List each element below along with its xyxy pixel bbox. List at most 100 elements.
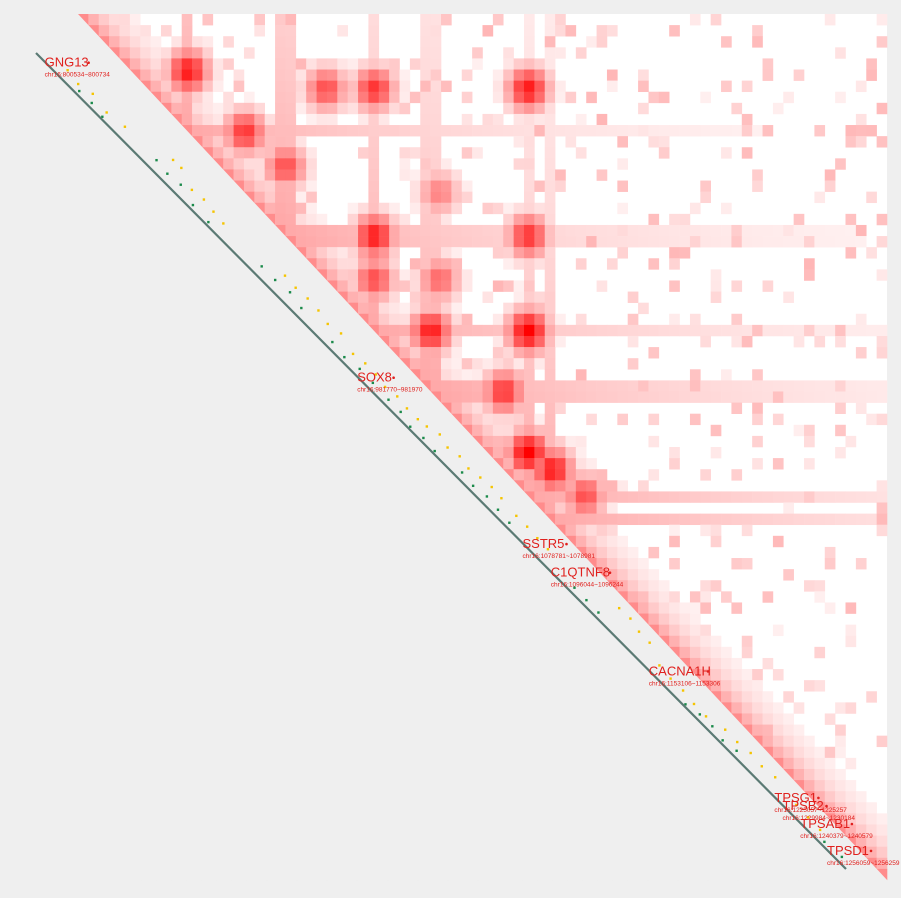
heatmap-cell (492, 125, 504, 137)
heatmap-cell (596, 380, 608, 392)
green-track-mark (840, 855, 844, 859)
heatmap-cell (669, 513, 680, 526)
heatmap-cell (430, 80, 442, 93)
heatmap-cell (845, 380, 857, 392)
heatmap-cell (669, 524, 680, 537)
heatmap-cell (835, 91, 846, 104)
heatmap-cell (295, 213, 307, 226)
heatmap-cell (824, 602, 836, 614)
heatmap-cell (596, 36, 608, 48)
yellow-track-mark (760, 765, 763, 768)
heatmap-cell (845, 780, 857, 792)
heatmap-cell (575, 469, 587, 481)
genome-axis-line (35, 52, 847, 870)
heatmap-cell (544, 191, 556, 204)
heatmap-cell (772, 413, 784, 426)
heatmap-cell (420, 236, 431, 248)
heatmap-cell (513, 102, 525, 115)
heatmap-cell (243, 91, 255, 104)
heatmap-cell (243, 180, 255, 192)
heatmap-cell (523, 224, 535, 237)
heatmap-cell (389, 269, 400, 281)
heatmap-cell (212, 136, 224, 148)
heatmap-cell (337, 69, 348, 81)
heatmap-cell (596, 324, 608, 337)
heatmap-cell (441, 380, 452, 392)
heatmap-cell (555, 313, 566, 326)
heatmap-cell (347, 213, 359, 226)
heatmap-cell (523, 435, 535, 448)
heatmap-cell (523, 480, 535, 492)
green-track-mark (179, 183, 182, 186)
heatmap-cell (658, 624, 670, 637)
heatmap-cell (441, 125, 452, 137)
heatmap-cell (378, 69, 390, 81)
heatmap-cell (129, 14, 141, 26)
heatmap-cell (866, 324, 877, 337)
heatmap-cell (752, 224, 763, 237)
heatmap-cell (772, 713, 784, 725)
heatmap-cell (399, 213, 411, 226)
heatmap-cell (658, 147, 670, 159)
heatmap-cell (565, 447, 577, 459)
heatmap-cell (523, 236, 535, 248)
yellow-track-mark (490, 485, 493, 489)
gene-name: TPSD1 (827, 843, 869, 858)
heatmap-cell (513, 236, 525, 248)
heatmap-cell (513, 447, 525, 459)
heatmap-cell (492, 380, 504, 392)
heatmap-cell (358, 91, 369, 104)
heatmap-cell (451, 202, 463, 215)
heatmap-cell (420, 324, 431, 337)
green-track-mark (399, 410, 402, 414)
heatmap-cell (461, 91, 473, 104)
heatmap-cell (420, 269, 431, 281)
heatmap-cell (295, 202, 307, 215)
heatmap-cell (679, 613, 691, 625)
heatmap-cell (243, 147, 255, 159)
heatmap-cell (845, 802, 857, 814)
heatmap-cell (565, 380, 577, 392)
heatmap-cell (513, 391, 525, 403)
heatmap-cell (648, 136, 660, 148)
heatmap-cell (627, 569, 639, 581)
heatmap-cell (347, 236, 359, 248)
heatmap-cell (710, 391, 722, 403)
heatmap-cell (721, 513, 732, 526)
green-track-mark (698, 713, 702, 716)
heatmap-cell (420, 14, 431, 26)
heatmap-cell (492, 413, 504, 426)
heatmap-cell (150, 36, 162, 48)
heatmap-cell (638, 69, 649, 81)
heatmap-cell (804, 780, 815, 792)
heatmap-cell (472, 413, 483, 426)
heatmap-cell (150, 80, 162, 93)
heatmap-cell (337, 102, 348, 115)
green-track-mark (573, 586, 576, 589)
heatmap-cell (212, 69, 224, 81)
heatmap-cell (389, 58, 400, 70)
heatmap-cell (378, 213, 390, 226)
heatmap-cell (648, 469, 660, 481)
heatmap-cell (638, 224, 649, 237)
heatmap-cell (295, 136, 307, 148)
heatmap-cell (866, 125, 877, 137)
heatmap-cell (285, 125, 297, 137)
heatmap-cell (503, 380, 514, 392)
heatmap-cell (78, 14, 89, 26)
heatmap-cell (700, 669, 711, 681)
heatmap-cell (606, 524, 618, 537)
heatmap-cell (368, 313, 380, 326)
heatmap-cell (752, 413, 763, 426)
heatmap-cell (876, 846, 888, 859)
lower-triangle-mask (78, 14, 888, 881)
